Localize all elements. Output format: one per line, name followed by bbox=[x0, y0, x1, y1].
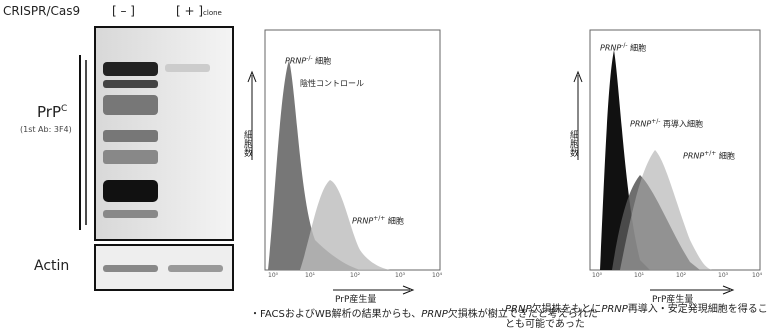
plot-label: PRNP+/+ 細胞 bbox=[352, 215, 404, 227]
graphics bbox=[0, 0, 780, 330]
gene: PRNP bbox=[352, 217, 373, 226]
figure: CRISPR/Cas9 [ – ] [ + ]clone PrPC (1st A… bbox=[0, 0, 780, 330]
histogram bbox=[620, 150, 712, 270]
x-tick-label: 10⁰ bbox=[592, 272, 602, 279]
label-suffix: 細胞 bbox=[313, 57, 332, 66]
label-suffix: 細胞 bbox=[716, 152, 735, 161]
plot-label: PRNP-/- 細胞 bbox=[285, 55, 331, 67]
plot-label: 陰性コントロール bbox=[300, 78, 364, 89]
caption-segment: PRNP bbox=[505, 304, 532, 315]
x-label: PrP産生量 bbox=[335, 292, 376, 305]
gene: PRNP bbox=[683, 152, 704, 161]
facs-right bbox=[574, 30, 760, 294]
caption: PRNP欠損株をもとにPRNP再導入・安定発現細胞を得ることも可能であった bbox=[505, 300, 775, 330]
label-suffix: 細胞 bbox=[628, 44, 647, 53]
caption-segment: 再導入・安定発現 bbox=[628, 304, 708, 315]
gene: PRNP bbox=[285, 57, 306, 66]
label-suffix: 再導入細胞 bbox=[660, 120, 703, 129]
x-tick-label: 10³ bbox=[395, 272, 405, 279]
plot-label: PRNP+/- 再導入細胞 bbox=[630, 118, 703, 130]
gene: PRNP bbox=[630, 120, 651, 129]
y-label: 細胞数 bbox=[567, 130, 580, 157]
plot-label: PRNP+/+ 細胞 bbox=[683, 150, 735, 162]
x-tick-label: 10⁴ bbox=[752, 272, 762, 279]
gene: PRNP bbox=[600, 44, 621, 53]
caption-segment: PRNP bbox=[421, 309, 448, 320]
plot-label: PRNP-/- 細胞 bbox=[600, 42, 646, 54]
x-tick-label: 10¹ bbox=[634, 272, 644, 279]
genotype: +/+ bbox=[373, 215, 385, 222]
x-tick-label: 10⁰ bbox=[268, 272, 278, 279]
caption-segment: ・FACSおよびWB解析の結果からも、 bbox=[250, 309, 421, 320]
x-tick-label: 10² bbox=[350, 272, 360, 279]
facs-left bbox=[248, 30, 440, 294]
y-label: 細胞数 bbox=[241, 130, 254, 157]
caption-segment: PRNP bbox=[601, 304, 628, 315]
genotype: +/+ bbox=[704, 150, 716, 157]
actin-band bbox=[168, 265, 223, 272]
x-tick-label: 10⁴ bbox=[432, 272, 442, 279]
x-tick-label: 10² bbox=[676, 272, 686, 279]
label-suffix: 細胞 bbox=[385, 217, 404, 226]
caption-segment: 欠損株をもとに bbox=[532, 304, 602, 315]
x-tick-label: 10¹ bbox=[305, 272, 315, 279]
actin-band bbox=[103, 265, 158, 272]
x-tick-label: 10³ bbox=[718, 272, 728, 279]
label-text: 陰性コントロール bbox=[300, 79, 364, 88]
